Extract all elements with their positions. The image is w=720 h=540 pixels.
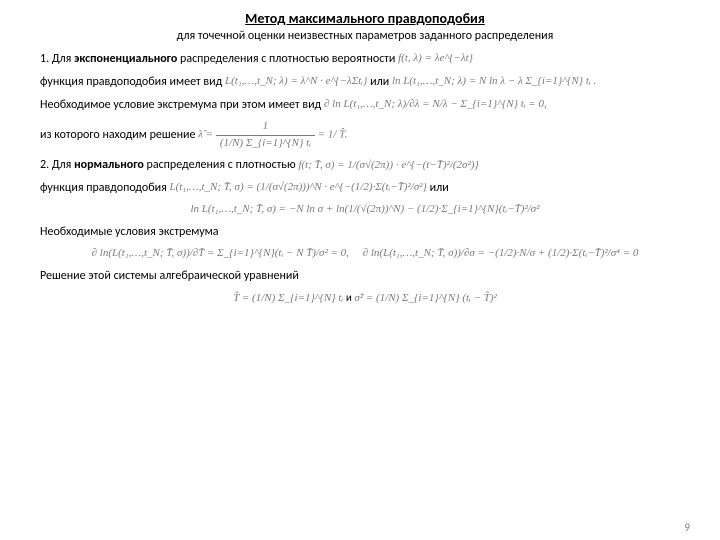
line-4: из которого находим решение λ̂ = 1 (1/N)… — [40, 119, 690, 151]
item-1: 1. Для экспоненциального распределения с… — [40, 51, 690, 68]
f5-num: 1 — [216, 119, 315, 135]
f9b: ∂ ln(L(t₁,…,t_N; T̄, σ))/∂σ = −(1/2)·N/σ… — [363, 247, 639, 259]
lambda-hat: λ̂ = — [198, 129, 216, 141]
f5-rhs: = 1/ T̂. — [318, 129, 348, 141]
item2-bold: нормального — [74, 158, 144, 172]
item2-post: распределения с плотностью — [144, 158, 298, 172]
item1-pre: 1. Для — [40, 52, 74, 66]
formula-f9: ∂ ln(L(t₁,…,t_N; T̄, σ))/∂T̄ = Σ_{i=1}^{… — [40, 247, 690, 260]
f10b: σ̂² = (1/N) Σ_{i=1}^{N} (tᵢ − T̂)² — [354, 292, 496, 304]
line-6: функция правдоподобия L(t₁,…,t_N; T̄, σ)… — [40, 180, 690, 197]
line-10: Решение этой системы алгебраической урав… — [40, 268, 690, 285]
formula-f1: f(t, λ) = λe^{−λt} — [398, 51, 473, 66]
page-subtitle: для точечной оценки неизвестных параметр… — [40, 29, 690, 43]
period: . — [593, 74, 596, 89]
formula-f2: L(t₁,…,t_N; λ) = λ^N · e^{−λΣtᵢ} — [225, 74, 367, 89]
line-3: Необходимое условие экстремума при этом … — [40, 97, 690, 114]
formula-f10: T̂ = (1/N) Σ_{i=1}^{N} tᵢ и σ̂² = (1/N) … — [40, 291, 690, 305]
item-2: 2. Для нормального распределения с плотн… — [40, 157, 690, 174]
line4-text: из которого находим решение — [40, 128, 198, 142]
item1-bold: экспоненциального — [74, 52, 177, 66]
item1-post: распределения с плотностью вероятности — [177, 52, 398, 66]
line6b: или — [430, 181, 449, 195]
f5-den: (1/N) Σ_{i=1}^{N} tᵢ — [216, 136, 315, 151]
line3-text: Необходимое условие экстремума при этом … — [40, 98, 324, 112]
formula-f4: ∂ ln L(t₁,…,t_N; λ)/∂λ = N/λ − Σ_{i=1}^{… — [324, 97, 547, 112]
line2a: функция правдоподобия имеет вид — [40, 75, 225, 89]
formula-f7: L(t₁,…,t_N; T̄, σ) = (1/(σ√(2π)))^N · e^… — [170, 180, 427, 195]
line2b: или — [370, 75, 392, 89]
page-title: Метод максимального правдоподобия — [40, 10, 690, 27]
page-number: 9 — [684, 521, 690, 534]
f9a: ∂ ln(L(t₁,…,t_N; T̄, σ))/∂T̄ = Σ_{i=1}^{… — [92, 247, 349, 259]
formula-f3: ln L(t₁,…,t_N; λ) = N ln λ − λ Σ_{i=1}^{… — [392, 74, 591, 89]
item2-pre: 2. Для — [40, 158, 74, 172]
f10a: T̂ = (1/N) Σ_{i=1}^{N} tᵢ — [233, 292, 343, 304]
formula-f5: λ̂ = 1 (1/N) Σ_{i=1}^{N} tᵢ = 1/ T̂. — [198, 119, 347, 151]
formula-f6: f(t; T̄, σ) = 1/(σ√(2π)) · e^{−(t−T̄)²/(… — [298, 158, 479, 173]
line-2: функция правдоподобия имеет вид L(t₁,…,t… — [40, 74, 690, 91]
line-8: Необходимые условия экстремума — [40, 224, 690, 241]
line6a: функция правдоподобия — [40, 181, 170, 195]
formula-f8: ln L(t₁,…,t_N; T̄, σ) = −N ln σ + ln(1/(… — [40, 203, 690, 216]
